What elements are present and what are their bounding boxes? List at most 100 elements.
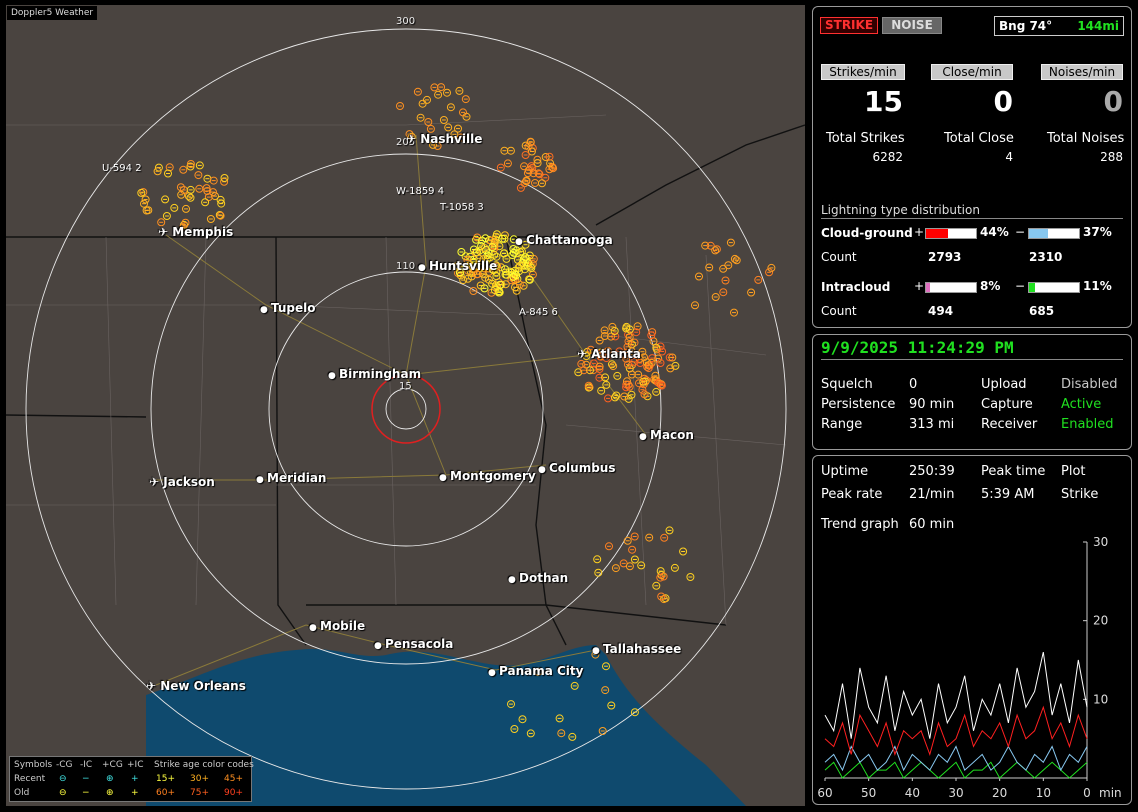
strike-marker [730,308,738,317]
strike-marker [209,188,217,197]
strike-marker [454,124,462,133]
x-tick-label: 40 [905,786,920,800]
city-label-tallahassee[interactable]: ● Tallahassee [592,642,681,656]
strike-marker [502,254,511,263]
storm-tag[interactable]: W-1859 4 [396,186,445,197]
strike-marker [177,190,186,199]
city-label-panama-city[interactable]: ● Panama City [488,664,583,678]
bearing-display[interactable]: Bng 74° 144mi [994,16,1124,36]
plot-value[interactable]: Strike [1061,487,1099,502]
strike-marker [538,179,546,188]
legend-row-label: Old [14,788,30,798]
strike-marker [652,387,661,396]
strike-marker [424,118,433,126]
trend-value[interactable]: 60 min [909,517,955,532]
plus-sign: + [914,279,925,293]
city-label-meridian[interactable]: ● Meridian [256,471,326,485]
squelch-label: Squelch [821,377,873,392]
strike-marker [137,188,146,197]
city-label-pensacola[interactable]: ● Pensacola [374,637,453,651]
city-label-memphis[interactable]: ✈ Memphis [158,225,233,239]
city-name: Columbus [549,461,616,475]
strike-marker [726,238,735,247]
storm-tag[interactable]: T-1058 3 [440,202,484,213]
strike-marker [601,686,610,695]
uptime-label: Uptime [821,464,869,479]
city-label-birmingham[interactable]: ● Birmingham [328,367,421,381]
total-noises-label: Total Noises [1047,131,1125,146]
airplane-icon: ✈ [406,132,421,146]
strike-marker [645,533,654,542]
strike-marker [665,526,674,535]
ic-negative-bar [1028,282,1080,293]
county-borders [6,114,787,626]
city-label-atlanta[interactable]: ✈ Atlanta [577,347,641,361]
city-label-tupelo[interactable]: ● Tupelo [260,301,316,315]
strike-marker [633,322,642,331]
strike-marker [519,281,528,290]
strike-marker [157,218,166,227]
strike-marker [510,725,519,733]
strike-marker [521,253,530,262]
strike-marker [627,370,636,379]
strike-marker [161,195,170,204]
close-per-min-header[interactable]: Close/min [931,64,1013,80]
city-label-chattanooga[interactable]: ● Chattanooga [515,233,613,247]
city-label-montgomery[interactable]: ● Montgomery [439,469,536,483]
strike-marker [194,171,203,180]
strike-marker [624,394,633,403]
strike-marker [481,234,490,243]
gulf-of-mexico [146,645,746,806]
city-label-jackson[interactable]: ✈ Jackson [149,475,215,489]
ic-negative-count: 685 [1029,304,1055,318]
storm-tag[interactable]: A-845 6 [519,307,558,318]
noise-button[interactable]: NOISE [882,17,942,34]
strike-marker [472,270,481,279]
strike-marker [732,256,741,265]
strike-marker [527,264,536,272]
strike-marker [603,347,612,355]
minus-cg-icon: ⊖ [59,774,67,784]
app-title: Doppler5 Weather [7,6,98,20]
strike-marker [426,124,435,133]
range-value: 313 mi [909,417,955,432]
strike-marker [705,263,714,272]
trend-graph: 30 20 10 60 50 40 30 20 10 0 min [817,535,1121,800]
city-label-new-orleans[interactable]: ✈ New Orleans [146,679,246,693]
city-label-nashville[interactable]: ✈ Nashville [406,132,482,146]
cg-positive-bar [925,228,977,239]
strike-marker [525,275,533,284]
close-range-ring [371,374,441,444]
city-label-dothan[interactable]: ● Dothan [508,571,568,585]
trend-label: Trend graph [821,517,899,532]
strike-button[interactable]: STRIKE [820,17,878,34]
cg-negative-bar [1028,228,1080,239]
strikes-per-min-header[interactable]: Strikes/min [821,64,905,80]
cg-positive-percent: 44% [980,225,1009,239]
city-label-mobile[interactable]: ● Mobile [309,619,365,633]
strike-marker [648,354,657,363]
receiver-value: Enabled [1061,417,1114,432]
strike-marker [459,108,467,117]
strike-marker [584,381,593,390]
city-label-columbus[interactable]: ● Columbus [538,461,616,475]
strike-marker [518,715,527,724]
strike-marker [666,364,675,373]
strike-marker [480,244,489,253]
x-tick-label: 10 [1036,786,1051,800]
strike-marker [455,86,464,95]
persistence-label: Persistence [821,397,896,412]
noises-per-min-header[interactable]: Noises/min [1041,64,1123,80]
city-label-huntsville[interactable]: ● Huntsville [418,259,497,273]
strike-marker [517,247,526,256]
strike-marker [706,241,715,250]
strike-marker [475,254,484,263]
storm-tag[interactable]: U-594 2 [102,163,142,174]
age-75: 75+ [190,788,209,798]
strike-marker [625,325,634,334]
strike-marker [668,353,677,362]
city-label-macon[interactable]: ● Macon [639,428,694,442]
lightning-map[interactable]: Doppler5 Weather 300 205 110 15 ✈ Nashvi… [6,5,805,806]
strike-marker [597,386,606,395]
legend-header: Symbols [14,760,53,770]
